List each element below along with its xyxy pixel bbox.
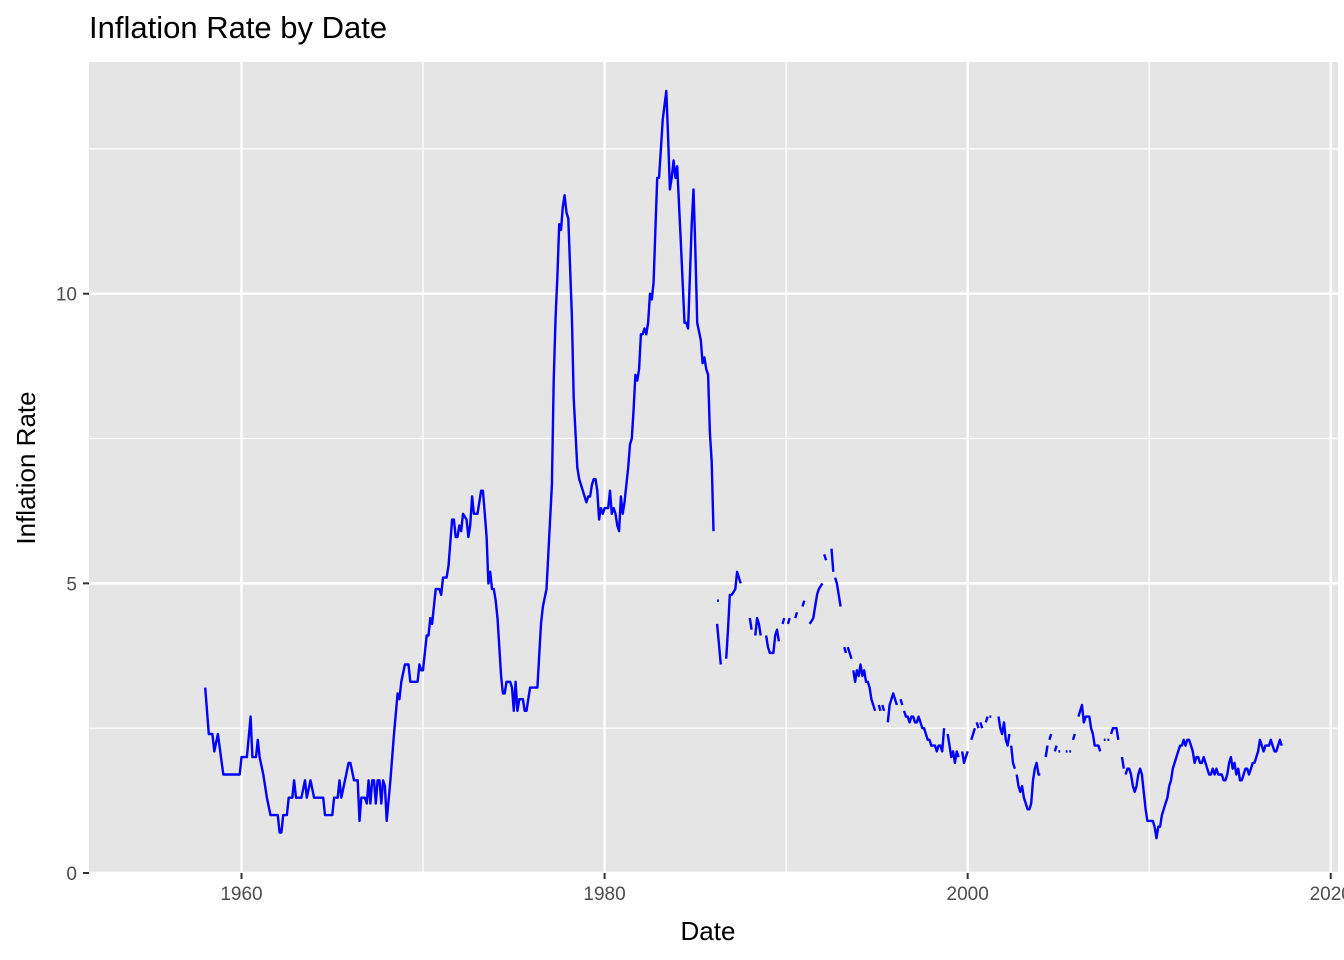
line-segment <box>801 600 806 607</box>
line-segment <box>823 554 828 561</box>
line-segment <box>1015 761 1041 811</box>
x-axis-title: Date <box>681 916 736 946</box>
line-segment <box>715 623 722 665</box>
line-segment <box>1010 745 1017 770</box>
line-segment <box>781 617 786 625</box>
line-segment <box>1120 756 1125 769</box>
line-segment <box>748 617 753 630</box>
y-tick-label: 0 <box>66 864 77 885</box>
line-segment <box>846 646 853 660</box>
line-segment <box>764 628 781 655</box>
line-segment <box>899 698 904 706</box>
line-segment <box>786 617 791 625</box>
line-segment <box>830 548 835 572</box>
line-segment <box>1071 733 1076 741</box>
line-segment <box>877 704 882 712</box>
line-segment <box>843 646 848 654</box>
line-segment <box>808 582 824 625</box>
x-tick-label: 2000 <box>947 884 989 905</box>
line-segment <box>881 704 886 712</box>
line-segment <box>975 722 980 729</box>
line-segment <box>833 577 842 607</box>
chart-title: Inflation Rate by Date <box>89 10 387 45</box>
line-segment <box>979 722 984 729</box>
line-segment <box>997 716 1011 747</box>
line-segment <box>886 692 899 723</box>
x-tick-label: 1960 <box>220 884 262 905</box>
line-segment <box>1109 727 1120 740</box>
y-tick-label: 10 <box>56 285 77 306</box>
plot-panel <box>89 62 1338 873</box>
line-segment <box>204 89 715 834</box>
line-segment <box>754 616 762 636</box>
x-tick-label: 1980 <box>583 884 625 905</box>
line-segment <box>794 611 799 619</box>
line-segment <box>1044 745 1049 758</box>
line-segment <box>946 733 960 765</box>
line-segment <box>1124 738 1283 840</box>
line-segment <box>970 727 977 741</box>
line-segment <box>1053 745 1058 752</box>
line-segment <box>1077 703 1102 752</box>
y-axis-title: Inflation Rate <box>11 391 41 544</box>
line-segment <box>902 710 946 753</box>
series-inflation-rate <box>204 89 1283 840</box>
y-tick-label: 5 <box>66 574 77 595</box>
line-segment <box>984 716 989 723</box>
grid-lines <box>89 62 1338 875</box>
line-segment <box>961 751 969 765</box>
line-segment <box>725 570 742 659</box>
line-segment <box>852 663 877 712</box>
line-segment <box>1048 733 1053 741</box>
